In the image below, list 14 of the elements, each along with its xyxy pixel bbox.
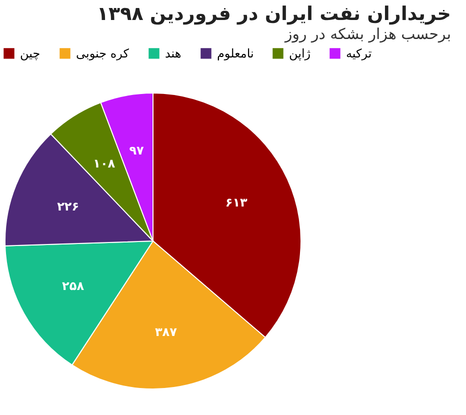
chart-subtitle: برحسب هزار بشکه در روز xyxy=(284,25,451,43)
data-label: ۲۵۸ xyxy=(62,278,85,293)
legend-label: کره جنوبی xyxy=(76,46,130,60)
data-label: ۹۷ xyxy=(129,144,145,158)
legend-label: چین xyxy=(20,46,40,60)
legend-label: ژاپن xyxy=(289,46,311,60)
data-label: ۲۲۶ xyxy=(57,199,80,214)
data-label: ۱۰۸ xyxy=(93,156,116,170)
legend-label: نامعلوم xyxy=(217,46,254,60)
data-label: ۳۸۷ xyxy=(154,324,178,339)
legend-label: ترکیه xyxy=(346,46,372,60)
chart-title: خریداران نفت ایران در فروردین ۱۳۹۸ xyxy=(96,3,451,25)
data-label: ۶۱۳ xyxy=(225,196,248,210)
legend-label: هند xyxy=(165,46,182,60)
